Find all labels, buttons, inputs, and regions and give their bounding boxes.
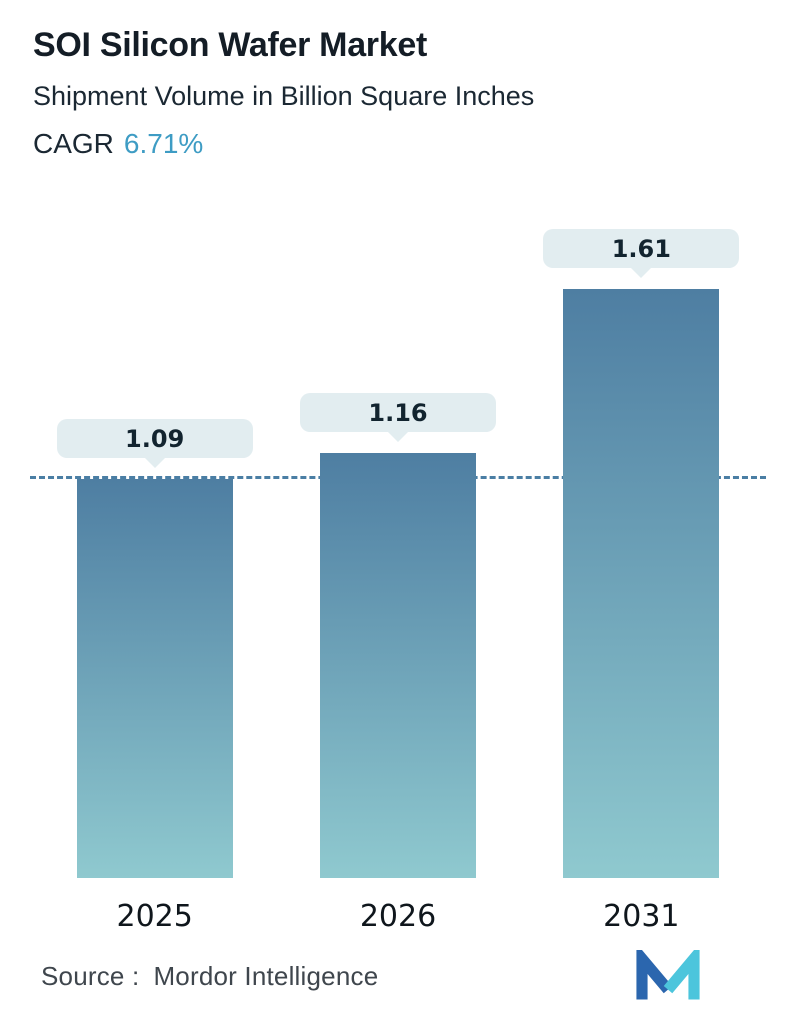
bar-value-label: 1.16 xyxy=(368,398,428,427)
bar xyxy=(319,453,476,878)
value-callout: 1.16 xyxy=(299,393,496,442)
x-axis-label: 2031 xyxy=(603,899,680,934)
chart-footer: Source : Mordor Intelligence xyxy=(33,950,763,1002)
bar-group: 1.16 2026 xyxy=(276,188,519,936)
x-axis-label: 2025 xyxy=(116,899,193,934)
bar xyxy=(76,479,233,878)
source-value: Mordor Intelligence xyxy=(153,960,379,991)
chart-header: SOI Silicon Wafer Market Shipment Volume… xyxy=(33,26,763,160)
source-label: Source : xyxy=(41,960,140,991)
x-axis-label: 2026 xyxy=(359,899,437,934)
page-title: SOI Silicon Wafer Market xyxy=(33,26,427,64)
bar-value-label: 1.09 xyxy=(125,424,185,453)
value-callout: 1.09 xyxy=(56,419,253,468)
bar-group: 1.61 2031 xyxy=(520,188,763,936)
callout-pointer-icon xyxy=(386,431,409,442)
mordor-intelligence-logo xyxy=(636,950,700,1000)
value-callout-pill: 1.09 xyxy=(56,419,253,458)
bar xyxy=(563,289,720,878)
bar-chart: 1.09 2025 1.16 2026 1.61 xyxy=(30,188,766,936)
cagr-label: CAGR xyxy=(33,128,114,159)
chart-subtitle: Shipment Volume in Billion Square Inches xyxy=(33,81,535,111)
value-callout-pill: 1.16 xyxy=(299,393,496,432)
callout-pointer-icon xyxy=(143,457,166,468)
callout-pointer-icon xyxy=(630,267,653,278)
value-callout: 1.61 xyxy=(543,229,740,278)
cagr-line: CAGR 6.71% xyxy=(33,128,763,160)
bar-value-label: 1.61 xyxy=(611,234,671,263)
value-callout-pill: 1.61 xyxy=(543,229,740,268)
source-text: Source : Mordor Intelligence xyxy=(41,961,378,992)
cagr-value: 6.71% xyxy=(123,128,204,159)
bar-group: 1.09 2025 xyxy=(33,188,276,936)
bars-container: 1.09 2025 1.16 2026 1.61 xyxy=(33,188,763,936)
